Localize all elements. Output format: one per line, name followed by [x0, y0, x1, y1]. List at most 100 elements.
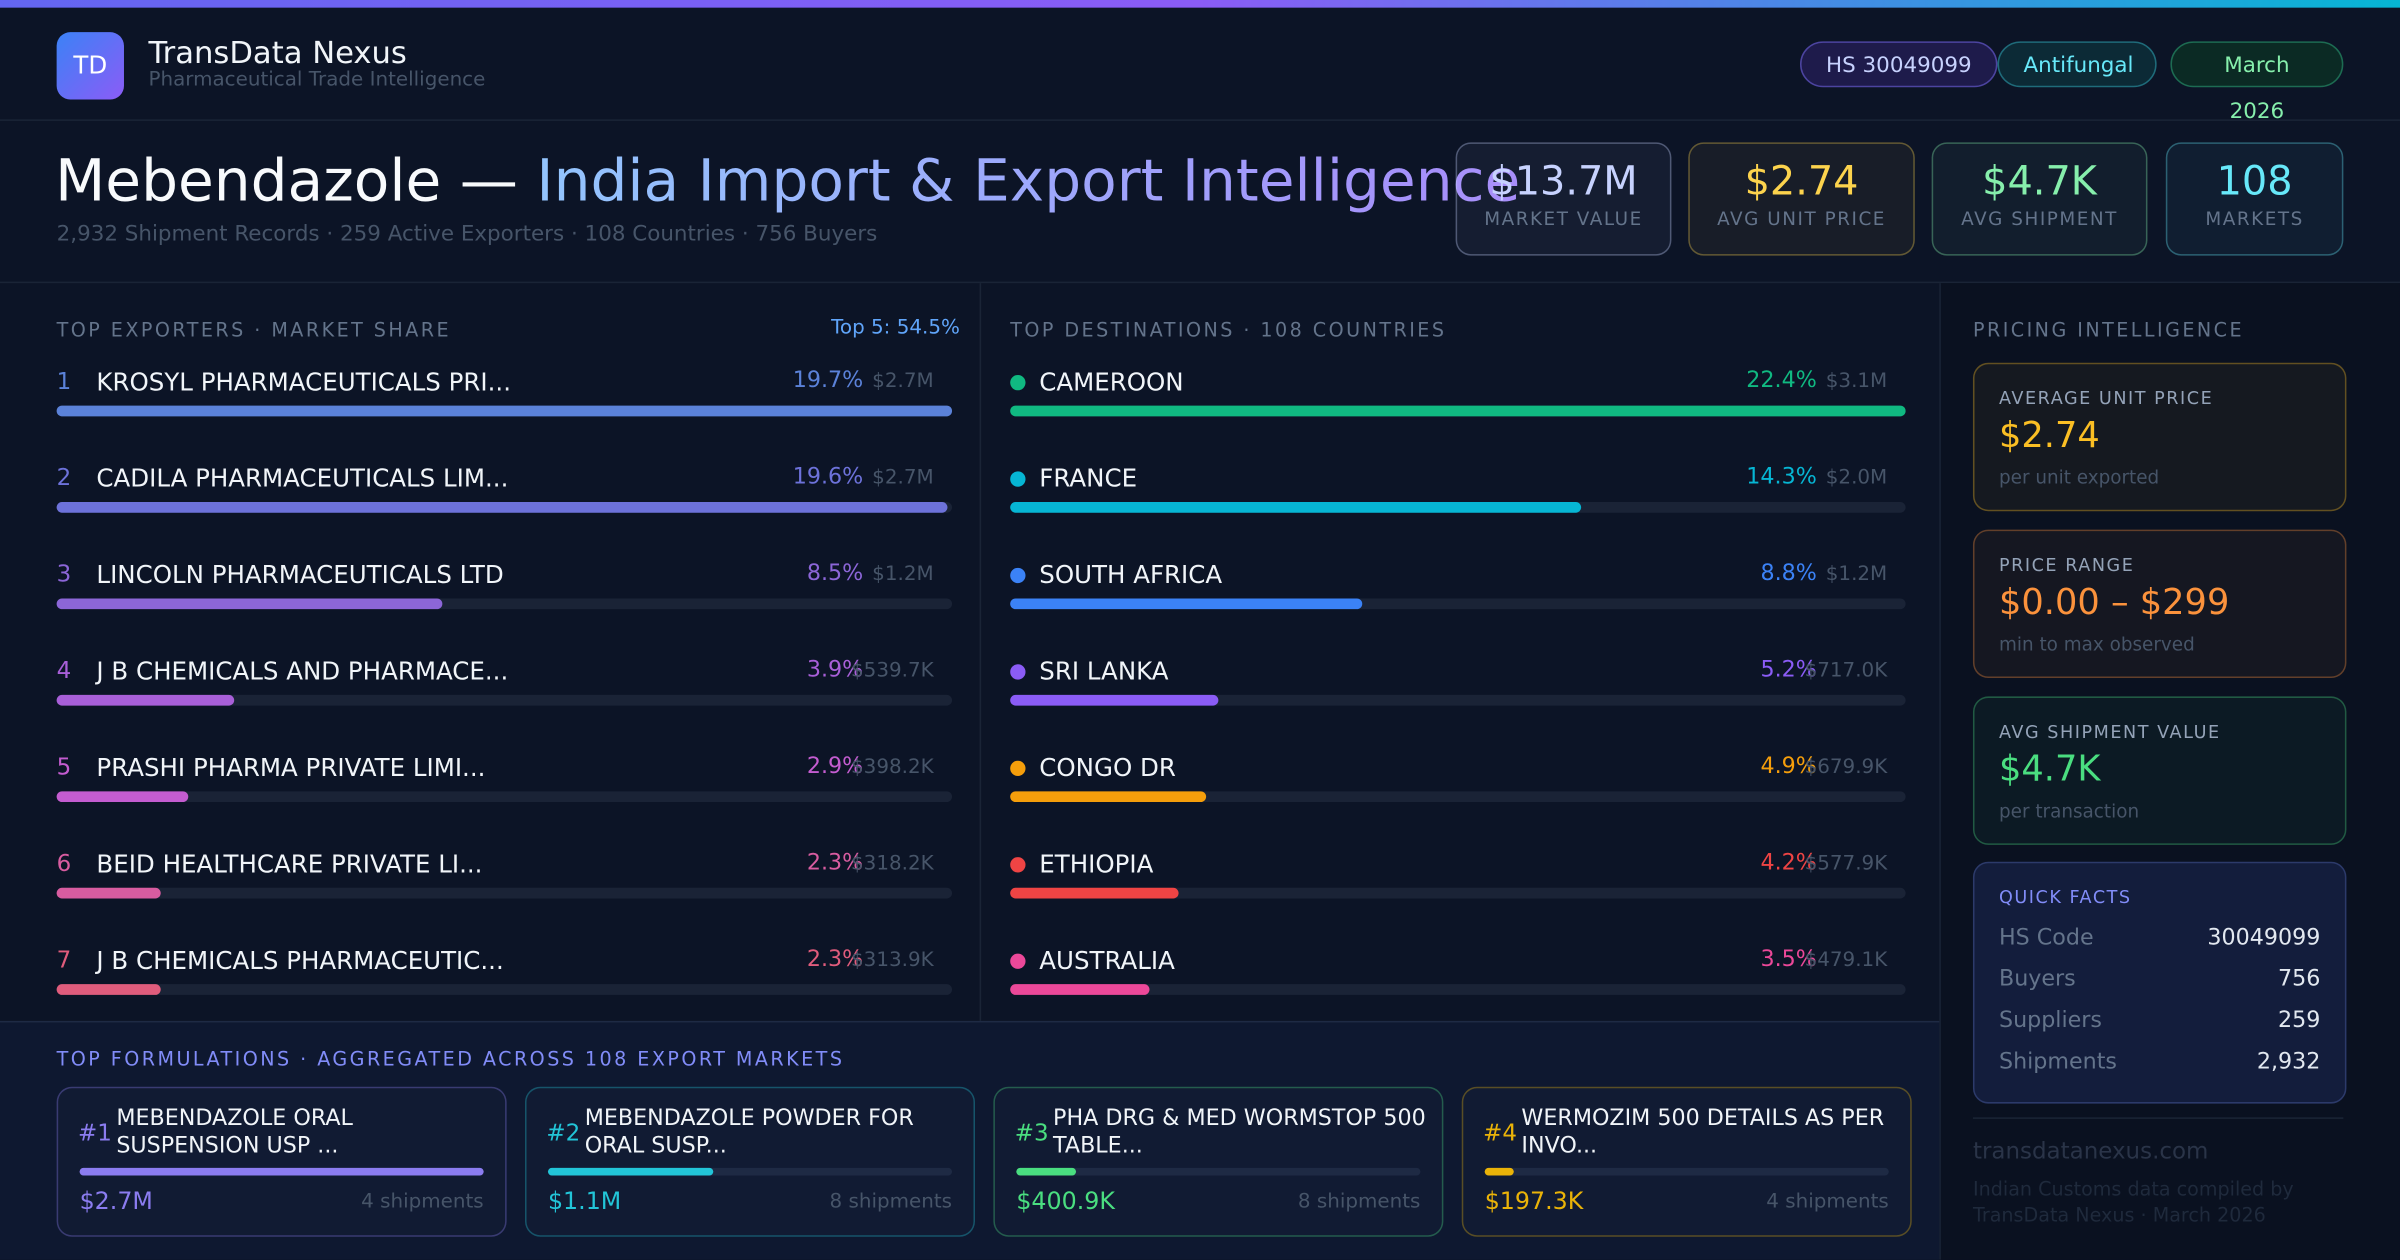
price-note: per unit exported — [1998, 466, 2160, 489]
fact-value: 756 — [2278, 967, 2321, 992]
dot — [1010, 471, 1026, 487]
bar-track — [56, 694, 953, 706]
price-label: AVG SHIPMENT VALUE — [1998, 720, 2221, 743]
share-label: 3.5% — [1760, 947, 1817, 972]
list-row: AUSTRALIA 3.5% $479.1K — [1010, 945, 1906, 1007]
price-value: $2.74 — [1998, 416, 2100, 457]
name: J B CHEMICALS PHARMACEUTIC... — [96, 945, 504, 975]
pill: Antifungal — [1997, 41, 2157, 88]
value-label: $2.0M — [1825, 466, 1888, 490]
footer-note: Indian Customs data compiled by TransDat… — [1972, 1177, 2294, 1227]
share-label: 2.3% — [806, 851, 864, 876]
name: J B CHEMICALS AND PHARMACE... — [96, 656, 509, 686]
value-label: $400.9K — [1016, 1187, 1115, 1216]
list-row: 5 PRASHI PHARMA PRIVATE LIMI... 2.9% $398.2… — [56, 753, 953, 814]
kpi-value: $2.74 — [1744, 159, 1859, 206]
share-label: 3.9% — [806, 658, 864, 683]
bar — [547, 1167, 713, 1176]
footer-site: transdatanexus.com — [1972, 1137, 2209, 1165]
rank: 2 — [56, 463, 72, 492]
name: LINCOLN PHARMACEUTICALS LTD — [96, 560, 504, 590]
price-value: $0.00 – $299 — [1998, 583, 2230, 623]
rank: #4 — [1483, 1118, 1518, 1147]
share-label: 2.9% — [806, 754, 864, 780]
kpi-card: $13.7M MARKET VALUE — [1455, 142, 1672, 256]
price-label: AVERAGE UNIT PRICE — [1998, 387, 2214, 409]
bar-track — [79, 1167, 484, 1176]
dot — [1010, 374, 1026, 391]
rank: 5 — [56, 753, 72, 781]
name: AUSTRALIA — [1039, 945, 1175, 975]
rank: 3 — [56, 560, 72, 588]
quick-facts: QUICK FACTS HS Code 30049099 Buyers 756 Suppl… — [1972, 861, 2347, 1104]
name: BEID HEALTHCARE PRIVATE LI... — [96, 849, 483, 879]
kpi-label: MARKET VALUE — [1484, 208, 1643, 230]
list-row: 6 BEID HEALTHCARE PRIVATE LI... 2.3% $318.2… — [56, 849, 953, 910]
kpi-label: MARKETS — [2205, 208, 2304, 230]
bar — [1016, 1167, 1077, 1176]
rank: #2 — [546, 1118, 581, 1147]
bar — [56, 405, 953, 417]
name: SRI LANKA — [1039, 656, 1169, 686]
name: FRANCE — [1039, 463, 1138, 493]
kpi-value: $13.7M — [1489, 159, 1638, 206]
fact-key: HS Code — [1998, 926, 2094, 951]
section-heading: TOP FORMULATIONS · AGGREGATED ACROSS 108… — [56, 1046, 845, 1070]
value-label: $2.7M — [872, 466, 934, 490]
bar-track — [1010, 598, 1906, 610]
dot — [1010, 760, 1026, 777]
bar-track — [56, 502, 953, 513]
value-label: $1.1M — [547, 1187, 622, 1216]
shipments: 4 shipments — [1766, 1190, 1889, 1214]
rank: 7 — [56, 945, 72, 974]
bar — [1010, 984, 1151, 995]
hero-title: Mebendazole — India Import & Export Inte… — [55, 147, 1520, 214]
share-label: 14.3% — [1746, 465, 1817, 490]
share-label: 4.9% — [1760, 754, 1817, 780]
name: PRASHI PHARMA PRIVATE LIMI... — [96, 753, 486, 783]
name: SOUTH AFRICA — [1039, 560, 1223, 590]
share-label: 8.5% — [806, 561, 864, 587]
list-row: CAMEROON 22.4% $3.1M — [1010, 367, 1906, 428]
tagline: Pharmaceutical Trade Intelligence — [148, 68, 486, 92]
name: KROSYL PHARMACEUTICALS PRI... — [96, 367, 511, 397]
kpi-value: 108 — [2216, 159, 2293, 206]
rank: 4 — [56, 656, 72, 685]
bar — [56, 694, 234, 706]
value-label: $197.3K — [1484, 1187, 1584, 1216]
rank: #3 — [1014, 1118, 1049, 1147]
value-label: $1.2M — [1825, 563, 1888, 587]
price-note: per transaction — [1998, 800, 2140, 822]
name: CAMEROON — [1039, 367, 1184, 397]
list-row: 2 CADILA PHARMACEUTICALS LIM... 19.6% $2.7M — [56, 463, 953, 525]
hero-subtitle: 2,932 Shipment Records · 259 Active Expo… — [56, 221, 878, 247]
list-row: 7 J B CHEMICALS PHARMACEUTIC... 2.3% $313.9… — [56, 945, 953, 1007]
bar-track — [1016, 1167, 1421, 1176]
shipments: 4 shipments — [361, 1190, 484, 1214]
share-label: 5.2% — [1760, 658, 1817, 683]
dot — [1010, 664, 1026, 680]
name: MEBENDAZOLE POWDER FOR ORAL SUSP... — [584, 1106, 914, 1159]
share-label: 4.2% — [1760, 851, 1817, 876]
bar — [1010, 694, 1219, 706]
rank: 1 — [56, 367, 72, 395]
value-label: $318.2K — [850, 852, 934, 876]
list-row: 3 LINCOLN PHARMACEUTICALS LTD 8.5% $1.2M — [56, 560, 953, 621]
kpi-value: $4.7K — [1982, 159, 2097, 206]
list-row: FRANCE 14.3% $2.0M — [1010, 463, 1906, 525]
section-heading: TOP EXPORTERS · MARKET SHARE — [56, 318, 452, 342]
list-row: 4 J B CHEMICALS AND PHARMACE... 3.9% $539.7… — [56, 656, 953, 718]
share-label: 8.8% — [1760, 561, 1817, 587]
fact-value: 30049099 — [2207, 926, 2321, 951]
bar — [1484, 1167, 1515, 1176]
name: PHA DRG & MED WORMSTOP 500 TABLE... — [1053, 1106, 1426, 1159]
shipments: 8 shipments — [1297, 1190, 1421, 1214]
bar-track — [56, 598, 953, 610]
facts-heading: QUICK FACTS — [1998, 886, 2132, 908]
bar-track — [1010, 887, 1906, 899]
bar — [1010, 598, 1362, 610]
value-label: $1.2M — [872, 563, 934, 587]
value-label: $313.9K — [850, 948, 934, 972]
top-stripe — [0, 0, 2400, 8]
